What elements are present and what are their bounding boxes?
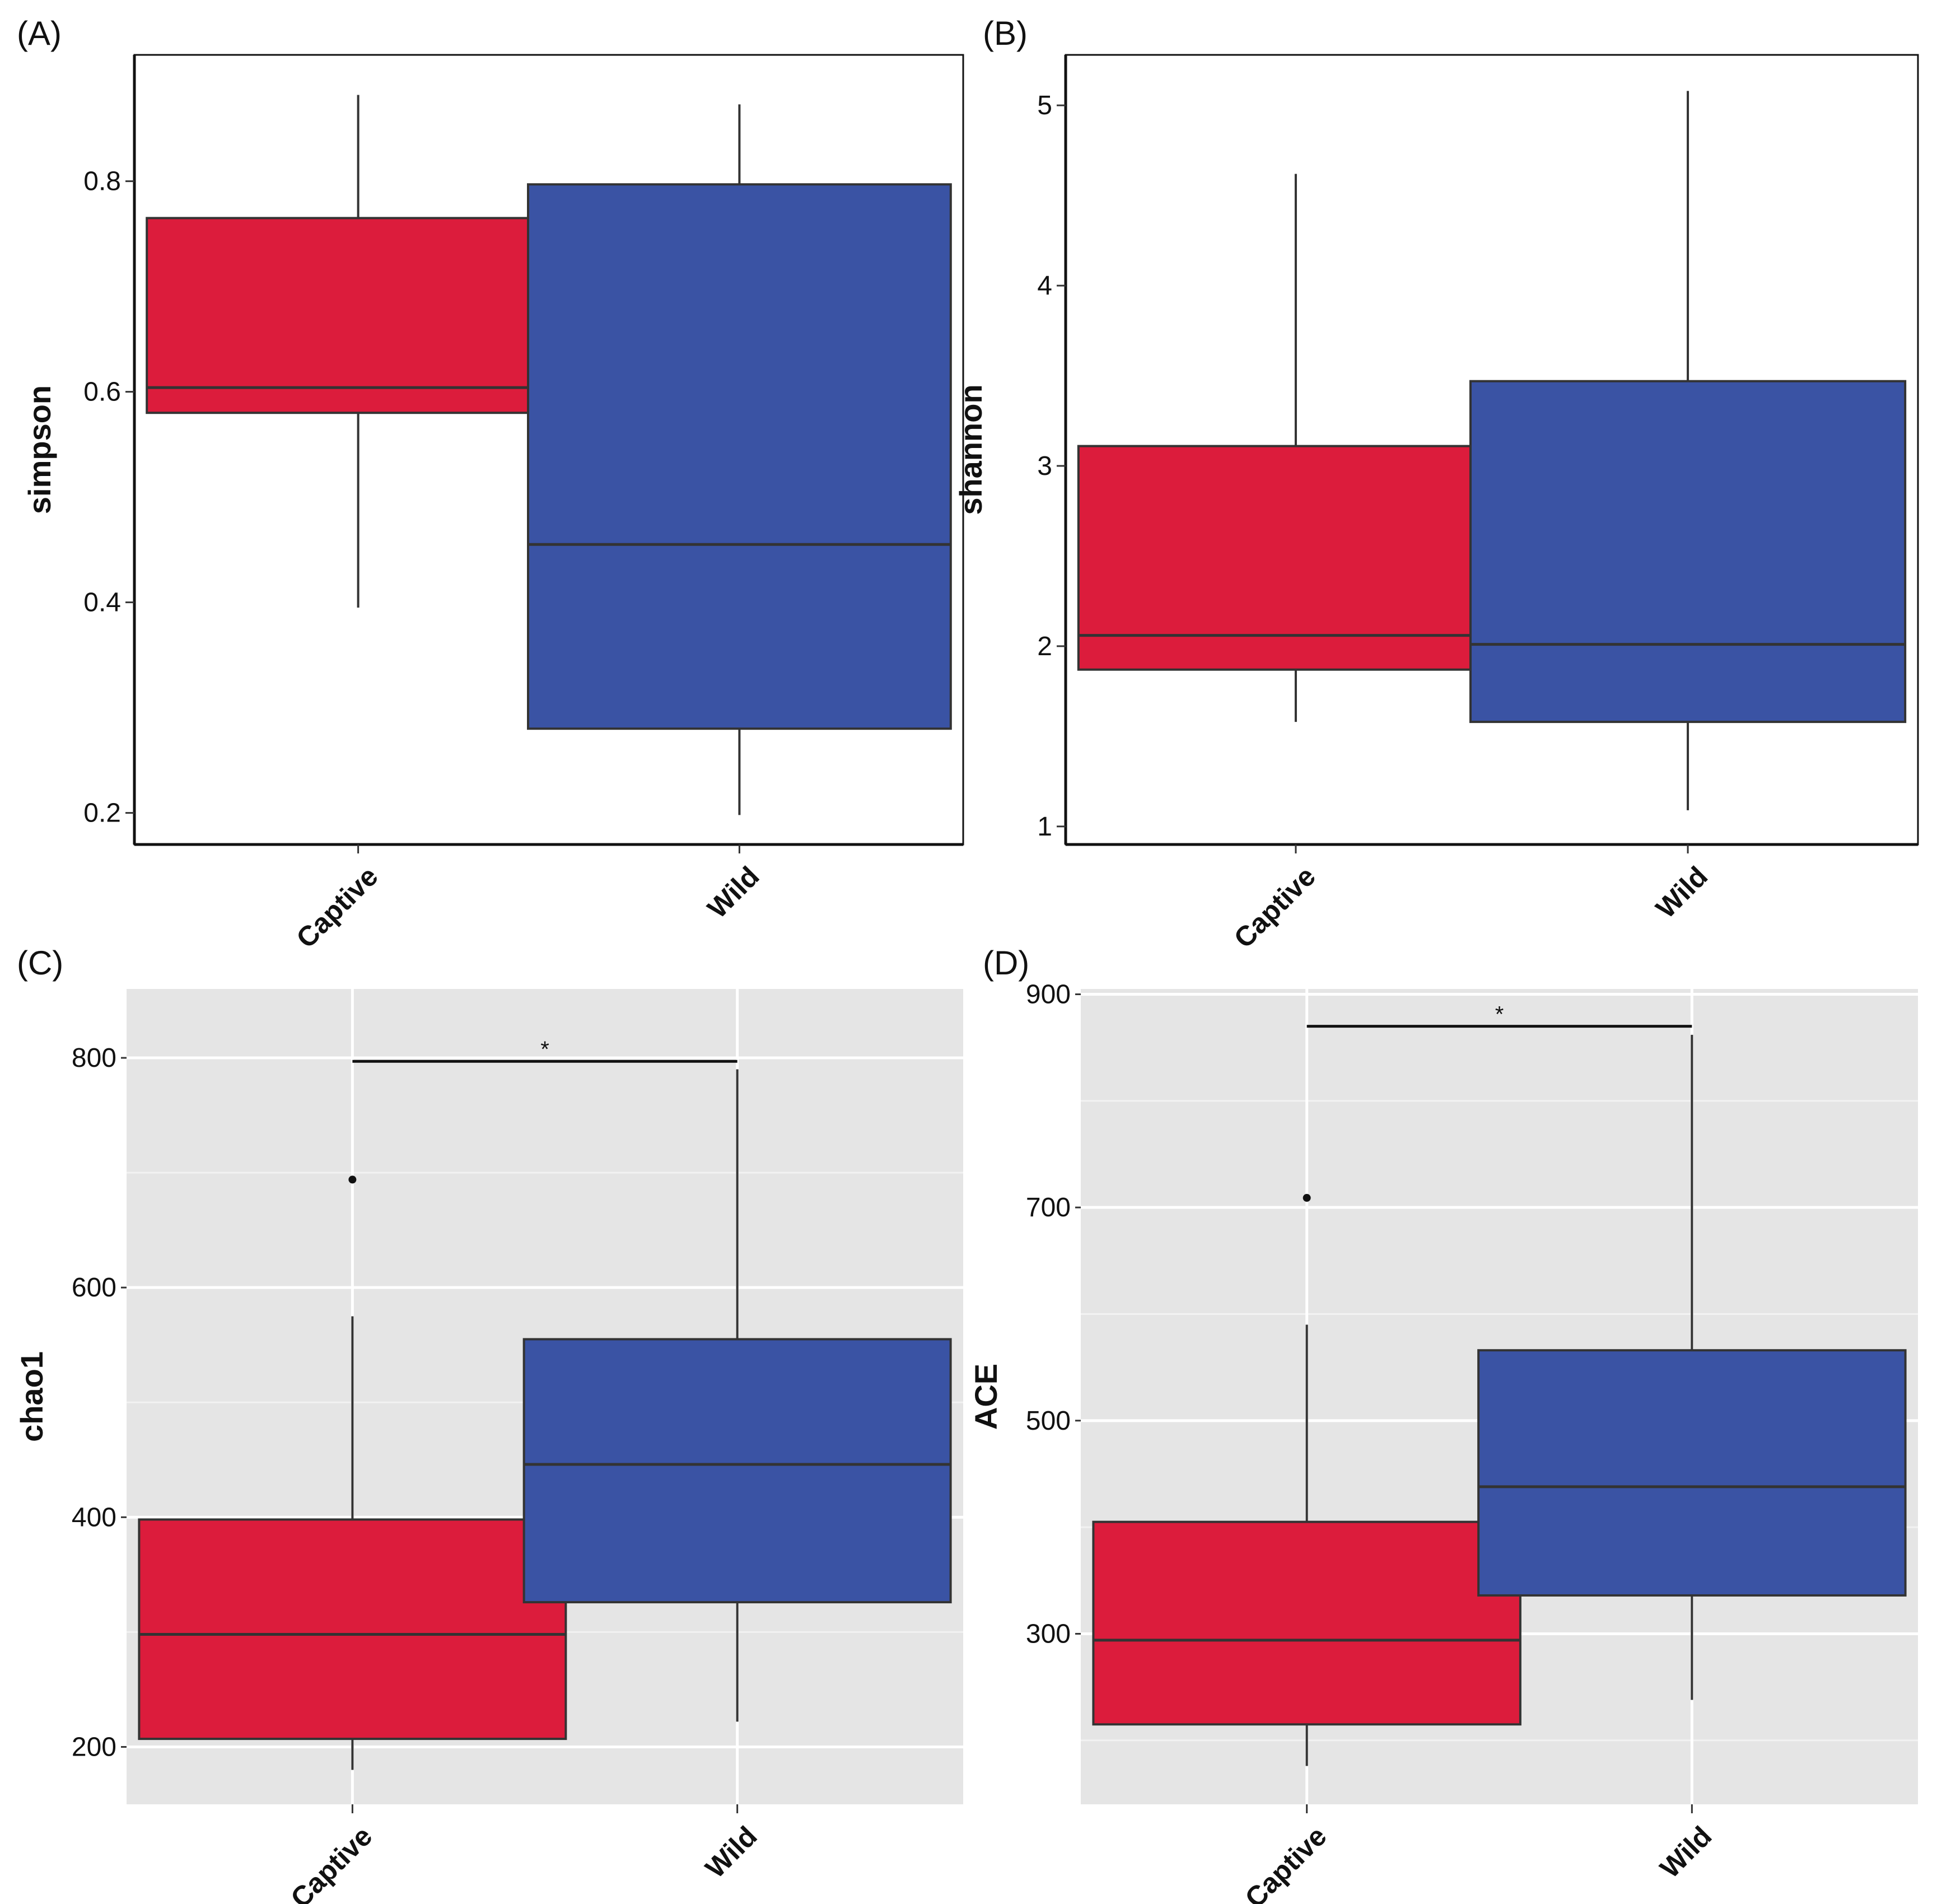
y-tick-label: 500 — [1026, 1406, 1071, 1436]
outlier-point — [1303, 1194, 1311, 1202]
y-tick-label: 300 — [1026, 1619, 1071, 1649]
box-captive — [1077, 174, 1515, 722]
box-captive — [146, 95, 571, 608]
panel-b: (B) 1 2 3 4 5 shannon Captive Wild — [953, 15, 1919, 954]
box-iqr — [146, 217, 571, 414]
y-tick-label: 0.2 — [83, 799, 121, 828]
x-category-label: Wild — [699, 1820, 763, 1884]
panel-label: (A) — [17, 15, 62, 52]
box-wild — [527, 104, 952, 815]
panel-c: (C) 200 400 600 800 chao1 Captive Wild * — [14, 944, 963, 1904]
significance-label: * — [1495, 1002, 1504, 1027]
outlier-point — [348, 1175, 357, 1184]
y-tick-label: 2 — [1037, 632, 1052, 661]
y-tick-label: 3 — [1037, 451, 1052, 481]
y-tick-label: 200 — [72, 1732, 116, 1762]
x-category-label: Wild — [702, 860, 766, 924]
box-iqr — [1469, 380, 1907, 724]
panel-label: (B) — [983, 15, 1028, 52]
significance-label: * — [540, 1037, 549, 1062]
x-category-label: Captive — [1239, 1820, 1332, 1904]
y-tick-label: 900 — [1026, 980, 1071, 1010]
box-wild — [522, 1069, 952, 1722]
panel-label: (D) — [983, 944, 1029, 982]
y-tick-label: 400 — [72, 1502, 116, 1532]
box-wild — [1469, 91, 1907, 810]
y-tick-label: 4 — [1037, 271, 1052, 301]
panel-a: (A) 0.2 0.4 0.6 0.8 simpson Captive Wild — [17, 15, 964, 954]
box-iqr — [527, 183, 952, 730]
y-tick-label: 0.8 — [83, 167, 121, 197]
y-axis-title: shannon — [953, 384, 988, 515]
y-axis-title: chao1 — [14, 1351, 49, 1442]
box-captive — [1092, 1194, 1521, 1766]
box-iqr — [1477, 1349, 1907, 1597]
y-tick-label: 800 — [72, 1043, 116, 1073]
y-tick-label: 600 — [72, 1273, 116, 1303]
x-category-label: Captive — [1228, 860, 1322, 954]
box-iqr — [1077, 445, 1515, 671]
y-tick-label: 700 — [1026, 1193, 1071, 1222]
y-axis-title: ACE — [968, 1364, 1003, 1430]
box-wild — [1477, 1034, 1907, 1700]
box-iqr — [138, 1518, 567, 1740]
x-category-label: Captive — [284, 1820, 378, 1904]
x-category-label: Wild — [1650, 860, 1714, 924]
x-category-label: Captive — [290, 860, 384, 954]
y-tick-label: 0.4 — [83, 588, 121, 618]
box-captive — [138, 1175, 567, 1770]
box-iqr — [522, 1338, 952, 1604]
y-tick-label: 5 — [1037, 91, 1052, 120]
panel-d: (D) 300 500 700 900 ACE Captive Wild * — [968, 944, 1918, 1904]
y-axis-title: simpson — [22, 385, 57, 514]
y-tick-label: 1 — [1037, 812, 1052, 842]
panel-label: (C) — [17, 944, 63, 982]
box-iqr — [1092, 1520, 1521, 1726]
y-tick-label: 0.6 — [83, 377, 121, 407]
x-category-label: Wild — [1654, 1820, 1718, 1884]
